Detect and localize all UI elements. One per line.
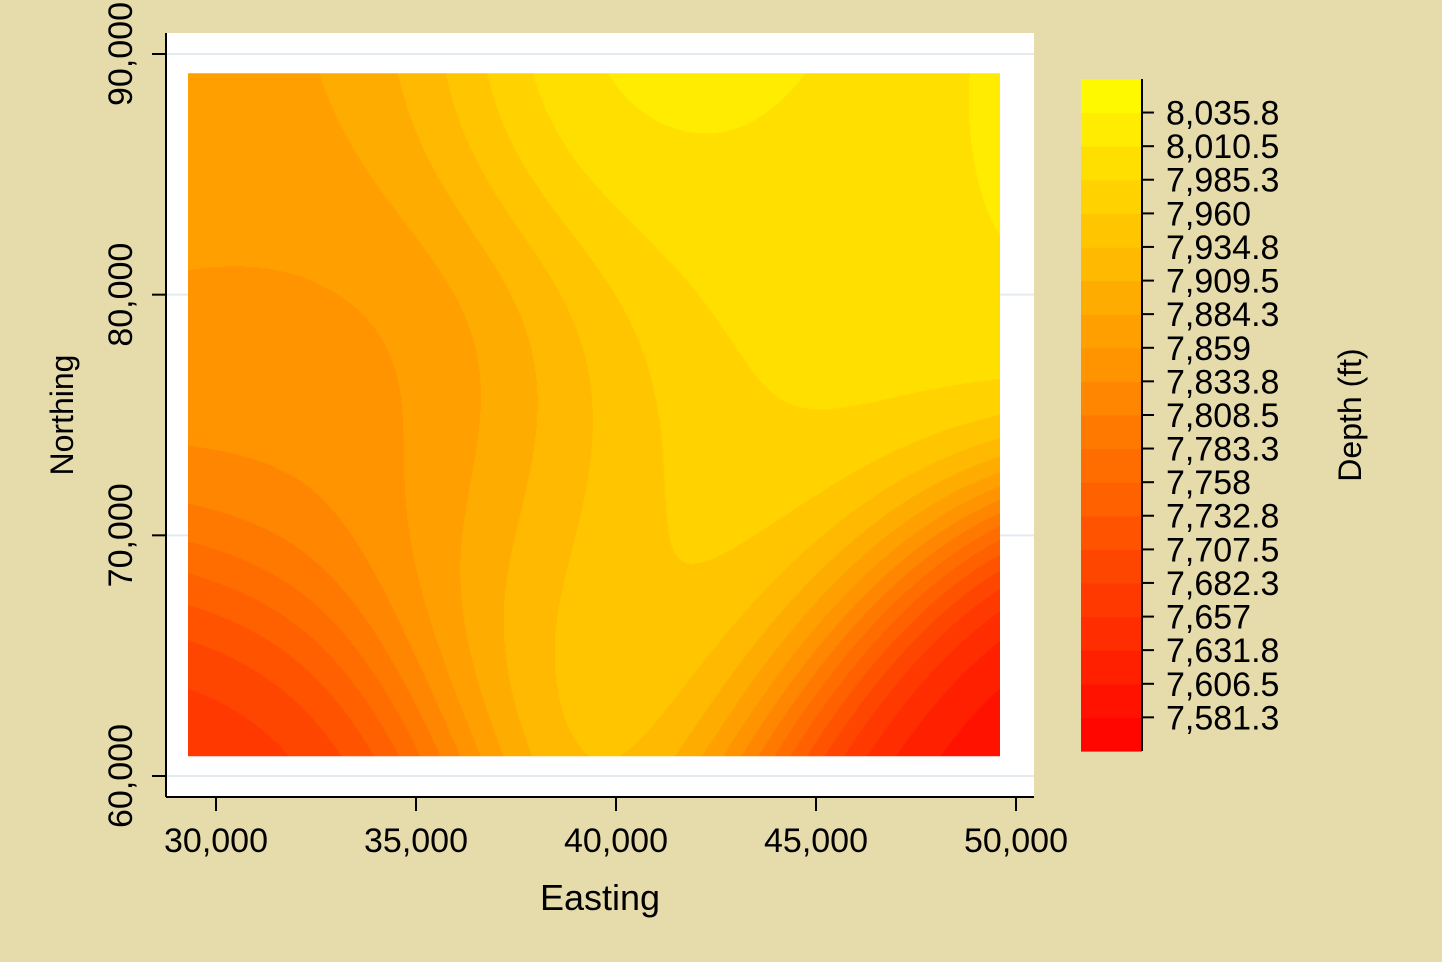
colorbar-band bbox=[1081, 683, 1142, 718]
colorbar-tick-label: 7,682.3 bbox=[1166, 565, 1279, 603]
colorbar-tick-label: 7,859 bbox=[1166, 330, 1251, 368]
colorbar-tick-label: 7,783.3 bbox=[1166, 431, 1279, 469]
colorbar-band bbox=[1081, 179, 1142, 214]
colorbar-band bbox=[1081, 112, 1142, 147]
colorbar-tick-label: 7,657 bbox=[1166, 599, 1251, 637]
y-axis-label: Northing bbox=[44, 355, 80, 476]
y-tick-label: 90,000 bbox=[102, 2, 140, 106]
colorbar-band bbox=[1081, 717, 1142, 752]
axes: 30,000 35,000 40,000 45,000 50,000 60,000 70,0… bbox=[102, 2, 1068, 860]
colorbar-band bbox=[1081, 616, 1142, 651]
colorbar-tick-label: 7,909.5 bbox=[1166, 263, 1279, 301]
colorbar-band bbox=[1081, 448, 1142, 483]
colorbar-tick-label: 7,707.5 bbox=[1166, 531, 1279, 569]
colorbar-tick-label: 7,985.3 bbox=[1166, 162, 1279, 200]
colorbar-band bbox=[1081, 482, 1142, 517]
y-tick-label: 80,000 bbox=[102, 243, 140, 347]
colorbar-band bbox=[1081, 79, 1142, 114]
colorbar-tick-label: 7,606.5 bbox=[1166, 666, 1279, 704]
colorbar-band bbox=[1081, 583, 1142, 618]
x-tick-label: 45,000 bbox=[764, 822, 868, 860]
colorbar-tick-label: 7,934.8 bbox=[1166, 229, 1279, 267]
colorbar-band bbox=[1081, 247, 1142, 282]
colorbar-band bbox=[1081, 549, 1142, 584]
x-axis-label: Easting bbox=[540, 877, 660, 918]
colorbar-band bbox=[1081, 347, 1142, 382]
colorbar-band bbox=[1081, 280, 1142, 315]
colorbar-band bbox=[1081, 213, 1142, 248]
colorbar-band bbox=[1081, 650, 1142, 685]
colorbar-tick-label: 7,631.8 bbox=[1166, 632, 1279, 670]
colorbar-tick-label: 7,808.5 bbox=[1166, 397, 1279, 435]
colorbar-tick-label: 7,884.3 bbox=[1166, 296, 1279, 334]
colorbar: 8,035.88,010.57,985.37,9607,934.87,909.5… bbox=[1081, 79, 1279, 752]
colorbar-tick-label: 7,758 bbox=[1166, 464, 1251, 502]
colorbar-title: Depth (ft) bbox=[1332, 348, 1368, 481]
colorbar-tick-label: 7,581.3 bbox=[1166, 699, 1279, 737]
colorbar-tick-label: 8,035.8 bbox=[1166, 95, 1279, 133]
x-tick-label: 35,000 bbox=[364, 822, 468, 860]
x-tick-label: 50,000 bbox=[964, 822, 1068, 860]
x-tick-label: 40,000 bbox=[564, 822, 668, 860]
depth-surface bbox=[188, 73, 1000, 757]
colorbar-tick-label: 7,960 bbox=[1166, 195, 1251, 233]
colorbar-tick-label: 7,833.8 bbox=[1166, 363, 1279, 401]
colorbar-tick-label: 8,010.5 bbox=[1166, 128, 1279, 166]
x-tick-label: 30,000 bbox=[164, 822, 268, 860]
colorbar-band bbox=[1081, 415, 1142, 450]
colorbar-tick-label: 7,732.8 bbox=[1166, 498, 1279, 536]
colorbar-band bbox=[1081, 314, 1142, 349]
y-tick-label: 70,000 bbox=[102, 483, 140, 587]
y-tick-label: 60,000 bbox=[102, 724, 140, 828]
colorbar-band bbox=[1081, 146, 1142, 181]
colorbar-band bbox=[1081, 515, 1142, 550]
colorbar-band bbox=[1081, 381, 1142, 416]
